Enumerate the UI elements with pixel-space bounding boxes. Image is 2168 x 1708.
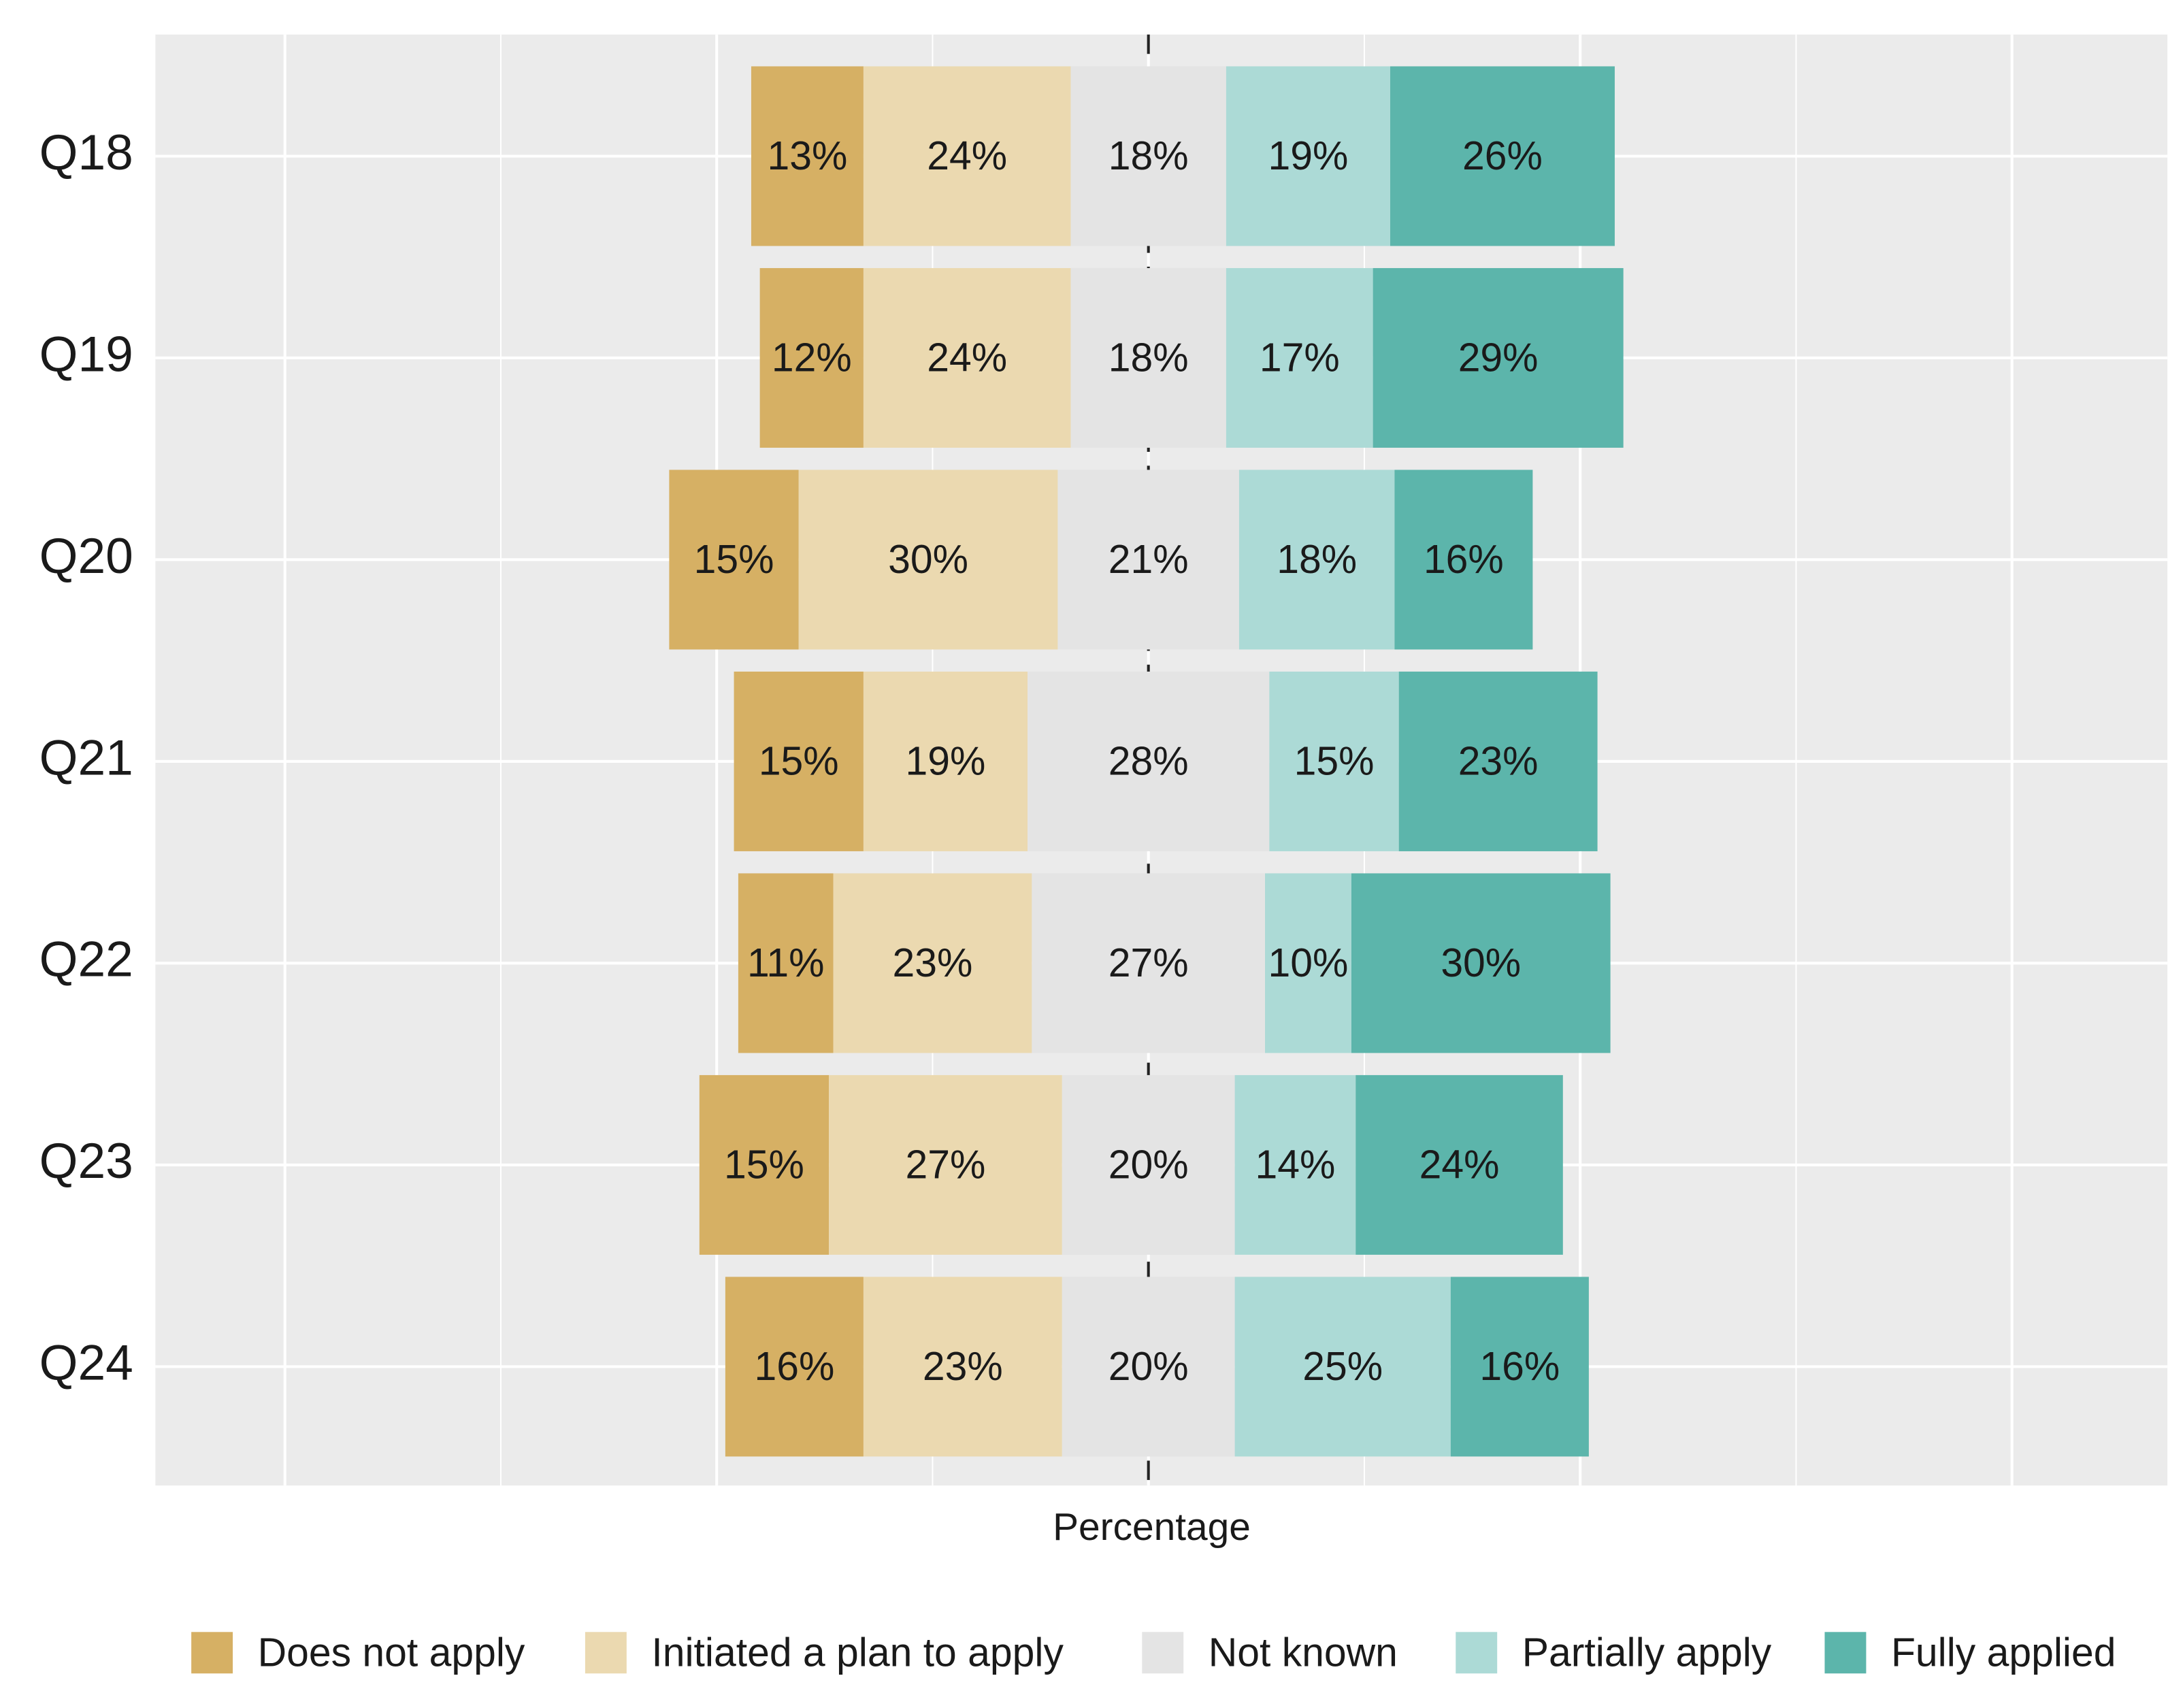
y-tick-label: Q20 bbox=[39, 529, 133, 584]
legend-swatch bbox=[191, 1632, 233, 1674]
value-label: 16% bbox=[1479, 1345, 1560, 1389]
y-tick-label: Q19 bbox=[39, 327, 133, 382]
value-label: 16% bbox=[754, 1345, 834, 1389]
value-label: 18% bbox=[1277, 538, 1357, 582]
value-label: 15% bbox=[694, 538, 774, 582]
value-label: 27% bbox=[906, 1143, 986, 1187]
value-label: 20% bbox=[1108, 1143, 1189, 1187]
bar-segment bbox=[1070, 267, 1226, 448]
bar-segment bbox=[1062, 1074, 1235, 1255]
y-tick-label: Q24 bbox=[39, 1336, 133, 1391]
bar-segment bbox=[738, 873, 834, 1053]
bar-segment bbox=[1450, 1277, 1589, 1457]
legend-label: Partially apply bbox=[1522, 1630, 1772, 1675]
bar-segment bbox=[1057, 470, 1239, 650]
value-label: 13% bbox=[768, 134, 848, 178]
bar-segment bbox=[1070, 66, 1226, 246]
legend-label: Initiated a plan to apply bbox=[651, 1630, 1064, 1675]
bars: Q18 13% 24% 18% 19% 26% Q19 12% 24% 18% 17% 29% Q20 1… bbox=[39, 66, 1624, 1457]
bar-segment bbox=[1238, 470, 1395, 650]
value-label: 15% bbox=[724, 1143, 804, 1187]
bar-segment bbox=[734, 671, 864, 851]
bar-segment bbox=[1398, 671, 1598, 851]
bar-segment bbox=[1269, 671, 1399, 851]
bar-segment bbox=[1356, 1074, 1563, 1255]
legend: Does not apply Initiated a plan to apply N… bbox=[191, 1630, 2116, 1675]
legend-swatch bbox=[585, 1632, 627, 1674]
bar-segment bbox=[669, 470, 799, 650]
bar-segment bbox=[1062, 1277, 1235, 1457]
value-label: 18% bbox=[1108, 336, 1189, 380]
y-tick-label: Q22 bbox=[39, 932, 133, 987]
value-label: 16% bbox=[1424, 538, 1504, 582]
bar-segment bbox=[829, 1074, 1062, 1255]
bar-segment bbox=[1394, 470, 1533, 650]
value-label: 26% bbox=[1462, 134, 1543, 178]
value-label: 24% bbox=[1419, 1143, 1500, 1187]
value-label: 28% bbox=[1108, 740, 1189, 784]
bar-segment bbox=[759, 267, 864, 448]
value-label: 17% bbox=[1260, 336, 1340, 380]
value-label: 15% bbox=[759, 740, 839, 784]
value-label: 10% bbox=[1268, 941, 1349, 985]
value-label: 21% bbox=[1108, 538, 1189, 582]
value-label: 19% bbox=[906, 740, 986, 784]
value-label: 15% bbox=[1294, 740, 1375, 784]
value-label: 30% bbox=[888, 538, 968, 582]
value-label: 27% bbox=[1108, 941, 1189, 985]
y-tick-label: Q18 bbox=[39, 125, 133, 180]
bar-segment bbox=[725, 1277, 864, 1457]
value-label: 29% bbox=[1458, 336, 1539, 380]
bar-segment bbox=[1226, 267, 1373, 448]
value-label: 24% bbox=[927, 336, 1007, 380]
bar-segment bbox=[1265, 873, 1351, 1053]
bar-segment bbox=[699, 1074, 830, 1255]
legend-label: Does not apply bbox=[258, 1630, 525, 1675]
legend-swatch bbox=[1142, 1632, 1184, 1674]
value-label: 18% bbox=[1108, 134, 1189, 178]
value-label: 12% bbox=[772, 336, 852, 380]
bar-segment bbox=[1028, 671, 1270, 851]
value-label: 24% bbox=[927, 134, 1007, 178]
bar-segment bbox=[863, 267, 1071, 448]
y-tick-label: Q23 bbox=[39, 1134, 133, 1189]
value-label: 14% bbox=[1255, 1143, 1335, 1187]
legend-label: Fully applied bbox=[1891, 1630, 2116, 1675]
bar-segment bbox=[1373, 267, 1624, 448]
bar-segment bbox=[1351, 873, 1611, 1053]
bar-segment bbox=[1226, 66, 1391, 246]
value-label: 19% bbox=[1268, 134, 1349, 178]
value-label: 23% bbox=[893, 941, 973, 985]
value-label: 23% bbox=[923, 1345, 1003, 1389]
bar-segment bbox=[1390, 66, 1615, 246]
bar-segment bbox=[1234, 1277, 1451, 1457]
bar-segment bbox=[863, 671, 1028, 851]
y-tick-label: Q21 bbox=[39, 730, 133, 785]
value-label: 30% bbox=[1441, 941, 1521, 985]
bar-segment bbox=[798, 470, 1058, 650]
value-label: 11% bbox=[747, 941, 824, 985]
legend-label: Not known bbox=[1209, 1630, 1398, 1675]
bar-segment bbox=[751, 66, 864, 246]
bar-segment bbox=[863, 1277, 1062, 1457]
x-axis-label: Percentage bbox=[1053, 1506, 1251, 1549]
bar-segment bbox=[1032, 873, 1266, 1053]
bar-segment bbox=[1234, 1074, 1356, 1255]
bar-segment bbox=[863, 66, 1071, 246]
value-label: 20% bbox=[1108, 1345, 1189, 1389]
value-label: 25% bbox=[1302, 1345, 1383, 1389]
bar-segment bbox=[833, 873, 1032, 1053]
value-label: 23% bbox=[1458, 740, 1539, 784]
legend-swatch bbox=[1456, 1632, 1498, 1674]
legend-swatch bbox=[1824, 1632, 1867, 1674]
